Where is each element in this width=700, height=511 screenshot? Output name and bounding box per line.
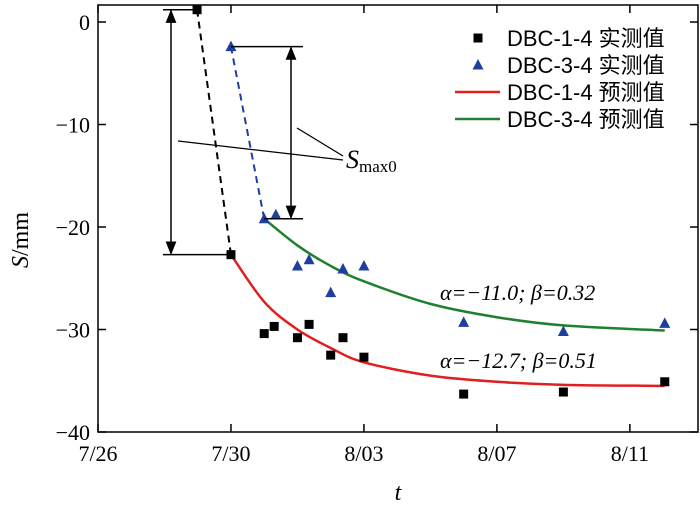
x-tick-label: 8/11 bbox=[611, 441, 649, 466]
marks bbox=[192, 5, 671, 399]
data-point-triangle bbox=[337, 263, 349, 274]
data-point-square bbox=[359, 352, 369, 362]
data-point-square bbox=[338, 333, 348, 343]
data-point-square bbox=[459, 389, 469, 399]
x-tick-label: 8/03 bbox=[344, 441, 383, 466]
x-tick-label: 7/26 bbox=[78, 441, 117, 466]
data-point-triangle bbox=[557, 325, 569, 337]
data-point-square bbox=[326, 350, 336, 360]
axes: 7/26 7/30 8/03 8/07 8/11 0 −10 −20 −30 −40 bbox=[56, 4, 699, 466]
dashed-connector bbox=[229, 46, 266, 219]
data-point-triangle bbox=[303, 253, 315, 265]
y-tick-label: −40 bbox=[56, 420, 90, 445]
data-point-triangle bbox=[659, 317, 671, 328]
data-point-triangle bbox=[472, 59, 484, 70]
y-tick-label: −30 bbox=[56, 318, 90, 343]
data-point-square bbox=[292, 333, 302, 343]
smax-leader bbox=[296, 127, 344, 157]
data-point-square bbox=[660, 377, 670, 387]
fit-label-green: α=−11.0; β=0.32 bbox=[440, 280, 595, 305]
plot-frame bbox=[97, 4, 699, 433]
x-tick-label: 8/07 bbox=[477, 441, 516, 466]
smax-leader bbox=[177, 140, 344, 161]
data-point-square bbox=[269, 321, 279, 331]
annotations: α=−11.0; β=0.32 α=−12.7; β=0.51 Smax0 bbox=[163, 8, 597, 373]
data-point-triangle bbox=[270, 208, 282, 220]
data-point-square bbox=[304, 319, 314, 329]
y-tick-label: 0 bbox=[79, 10, 90, 35]
legend-label: DBC-1-4 实测值 bbox=[507, 26, 665, 51]
fit-label-red: α=−12.7; β=0.51 bbox=[440, 348, 597, 373]
data-point-square bbox=[259, 329, 269, 339]
y-tick-label: −10 bbox=[56, 113, 90, 138]
data-point-triangle bbox=[458, 316, 470, 327]
dashed-connector bbox=[196, 9, 232, 255]
y-axis-label: S/mm bbox=[8, 212, 34, 268]
y-tick-label: −20 bbox=[56, 215, 90, 240]
legend-label: DBC-3-4 预测值 bbox=[507, 107, 665, 132]
legend-label: DBC-1-4 预测值 bbox=[507, 80, 665, 105]
data-point-triangle bbox=[291, 259, 303, 271]
data-point-square bbox=[473, 33, 483, 43]
data-point-triangle bbox=[358, 259, 370, 271]
legend-label: DBC-3-4 实测值 bbox=[507, 53, 665, 78]
smax-label: Smax0 bbox=[346, 145, 397, 176]
fit-curve bbox=[263, 217, 665, 332]
data-point-square bbox=[558, 387, 568, 397]
x-axis-label: t bbox=[395, 480, 403, 506]
fit-curve bbox=[229, 253, 665, 388]
data-point-triangle bbox=[325, 286, 337, 298]
x-tick-label: 7/30 bbox=[211, 441, 250, 466]
